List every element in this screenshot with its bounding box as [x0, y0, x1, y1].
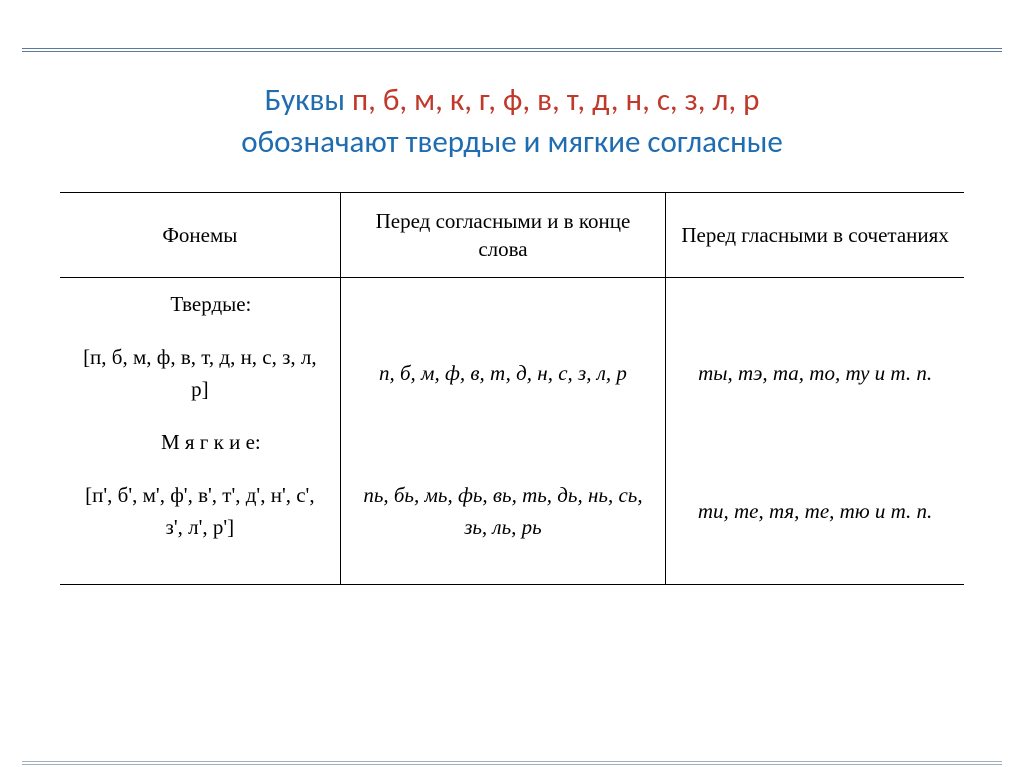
soft-phonemes: [п', б', м', ф', в', т', д', н', с', з',… [60, 469, 340, 585]
slide-container: Буквы п, б, м, к, г, ф, в, т, д, н, с, з… [0, 18, 1024, 767]
empty-cell [340, 278, 665, 331]
table-header-row: Фонемы Перед согласными и в конце слова … [60, 192, 964, 278]
title-prefix: Буквы [265, 81, 352, 119]
hard-phonemes: [п, б, м, ф, в, т, д, н, с, з, л, р] [60, 331, 340, 416]
header-phonemes: Фонемы [60, 192, 340, 278]
row-hard-label: Твердые: [60, 278, 964, 331]
row-soft-data: [п', б', м', ф', в', т', д', н', с', з',… [60, 469, 964, 585]
header-before-consonants: Перед согласными и в конце слова [340, 192, 665, 278]
empty-cell [666, 278, 964, 331]
phonemes-table: Фонемы Перед согласными и в конце слова … [60, 192, 964, 585]
row-soft-label: М я г к и е: [60, 416, 964, 469]
hard-label: Твердые: [60, 278, 340, 331]
hard-col3: ты, тэ, та, то, ту и т. п. [666, 331, 964, 416]
title-line2: обозначают твердые и мягкие согласные [241, 123, 783, 161]
table-container: Фонемы Перед согласными и в конце слова … [60, 192, 964, 585]
soft-col3: ти, те, тя, те, тю и т. п. [666, 469, 964, 585]
empty-cell [666, 416, 964, 469]
empty-cell [340, 416, 665, 469]
slide-title: Буквы п, б, м, к, г, ф, в, т, д, н, с, з… [70, 80, 954, 164]
soft-col2: пь, бь, мь, фь, вь, ть, дь, нь, сь, зь, … [340, 469, 665, 585]
decor-top-rule [22, 18, 1002, 52]
soft-label: М я г к и е: [60, 416, 340, 469]
title-letters: п, б, м, к, г, ф, в, т, д, н, с, з, л, р [352, 81, 759, 119]
row-hard-data: [п, б, м, ф, в, т, д, н, с, з, л, р] п, … [60, 331, 964, 416]
header-before-vowels: Перед гласными в сочетаниях [666, 192, 964, 278]
hard-col2: п, б, м, ф, в, т, д, н, с, з, л, р [340, 331, 665, 416]
decor-bottom-rule [22, 761, 1002, 767]
